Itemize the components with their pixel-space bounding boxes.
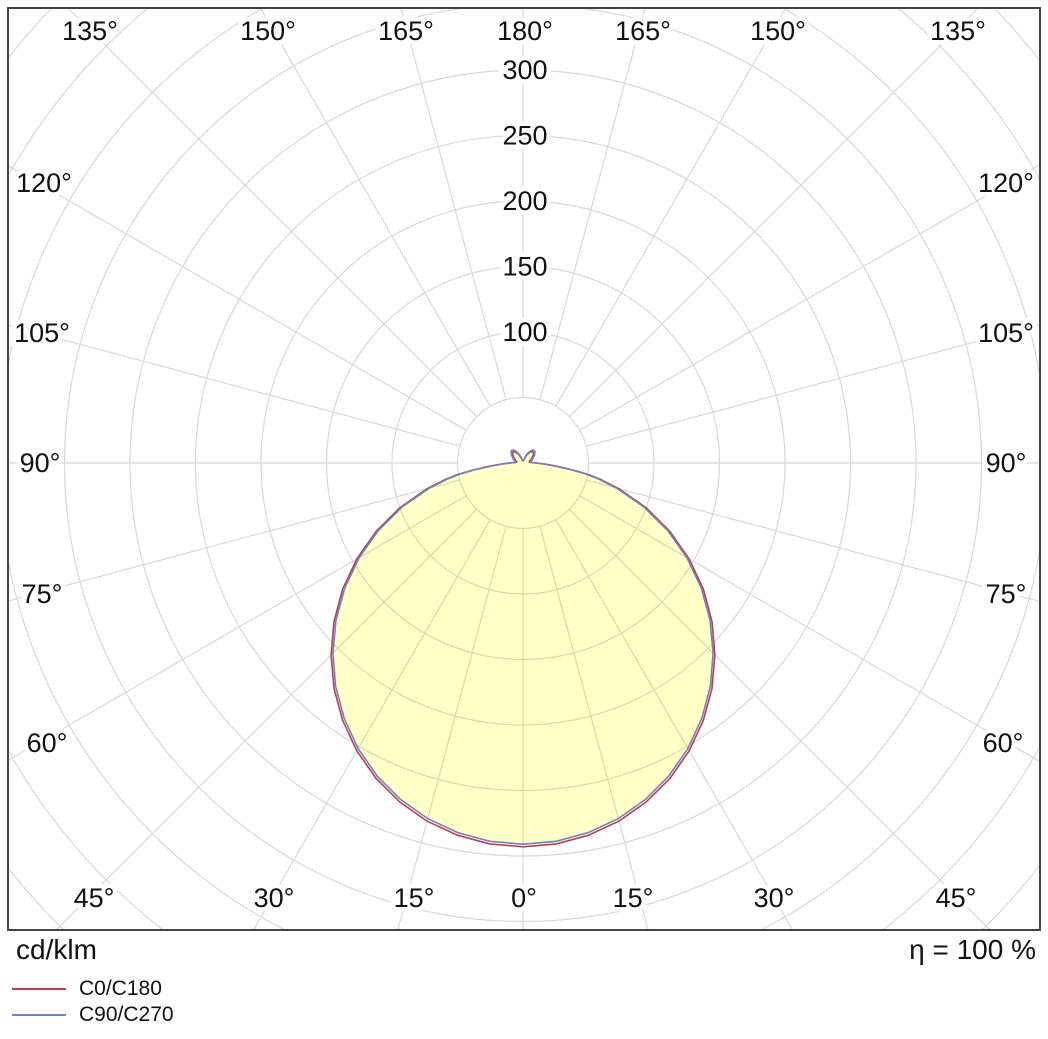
legend-swatch-c90-line	[12, 1014, 66, 1016]
angle-label: 45°	[74, 883, 115, 913]
angle-label: 75°	[986, 579, 1027, 609]
radial-tick-label: 250	[502, 121, 547, 151]
legend-item-c90: C90/C270	[12, 1002, 174, 1028]
angle-label: 150°	[240, 16, 296, 46]
angle-label: 90°	[20, 448, 61, 478]
legend-item-c0: C0/C180	[12, 976, 174, 1002]
angle-label: 165°	[378, 16, 434, 46]
angle-label: 30°	[754, 883, 795, 913]
grid-spoke	[586, 324, 1039, 447]
distribution-fill	[332, 450, 714, 845]
angle-label: 180°	[497, 16, 553, 46]
series-c90-c270-curve	[332, 449, 714, 846]
grid-spoke	[579, 164, 1039, 431]
grid-spoke	[400, 9, 507, 400]
legend: C0/C180 C90/C270	[12, 976, 174, 1028]
angle-label: 0°	[511, 883, 537, 913]
angle-label: 135°	[930, 16, 986, 46]
angle-label: 90°	[986, 448, 1027, 478]
grid-spoke	[539, 9, 646, 400]
angle-label: 165°	[615, 16, 671, 46]
angle-label: 105°	[14, 318, 70, 348]
radial-tick-label: 300	[502, 55, 547, 85]
angle-label: 30°	[254, 883, 295, 913]
angle-label: 60°	[27, 728, 68, 758]
grid-spoke	[56, 508, 478, 929]
radial-tick-label: 100	[502, 317, 547, 347]
grid-spoke	[586, 479, 1039, 602]
legend-label-c0: C0/C180	[79, 977, 162, 1000]
grid-spoke	[555, 9, 786, 407]
grid-spoke	[9, 324, 460, 447]
grid-spoke	[9, 479, 460, 602]
grid-spoke	[68, 9, 478, 418]
radial-units-label: cd/klm	[16, 934, 97, 965]
angle-label: 120°	[16, 168, 72, 198]
angle-label: 150°	[750, 16, 806, 46]
grid-spoke	[579, 495, 1039, 762]
grid-spoke	[568, 508, 990, 929]
radial-tick-label: 150	[502, 252, 547, 282]
radial-tick-label: 200	[502, 186, 547, 216]
angle-label: 120°	[978, 168, 1034, 198]
angle-label: 75°	[22, 579, 63, 609]
legend-label-c90: C90/C270	[79, 1003, 174, 1026]
grid-spoke	[260, 9, 491, 407]
angle-label: 15°	[394, 883, 435, 913]
angle-label: 60°	[983, 728, 1024, 758]
angle-label: 105°	[978, 318, 1034, 348]
grid-spoke	[9, 165, 467, 431]
angle-label: 135°	[62, 16, 118, 46]
legend-swatch-c0-line	[12, 988, 66, 990]
angle-label: 15°	[613, 883, 654, 913]
angle-label: 45°	[936, 883, 977, 913]
grid-spoke	[568, 9, 978, 418]
grid-spoke	[9, 495, 467, 761]
efficiency-label: η = 100 %	[909, 934, 1036, 965]
